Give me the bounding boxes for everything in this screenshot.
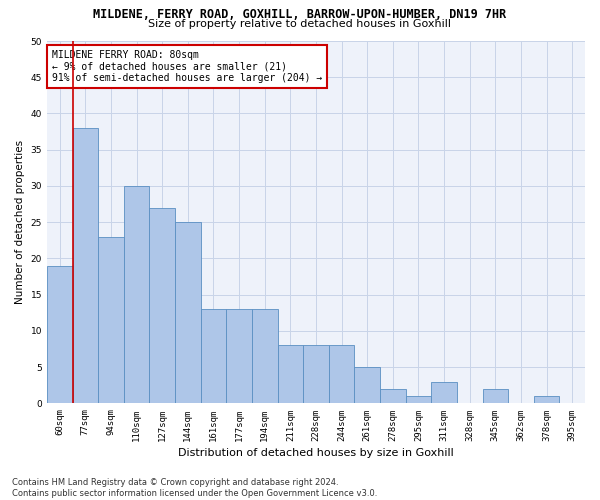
Text: MILDENE, FERRY ROAD, GOXHILL, BARROW-UPON-HUMBER, DN19 7HR: MILDENE, FERRY ROAD, GOXHILL, BARROW-UPO… — [94, 8, 506, 20]
Text: Size of property relative to detached houses in Goxhill: Size of property relative to detached ho… — [149, 19, 452, 29]
Bar — [47, 266, 73, 404]
Bar — [200, 309, 226, 404]
Bar — [380, 389, 406, 404]
Text: Contains HM Land Registry data © Crown copyright and database right 2024.
Contai: Contains HM Land Registry data © Crown c… — [12, 478, 377, 498]
Text: MILDENE FERRY ROAD: 80sqm
← 9% of detached houses are smaller (21)
91% of semi-d: MILDENE FERRY ROAD: 80sqm ← 9% of detach… — [52, 50, 323, 84]
Bar — [252, 309, 278, 404]
Bar — [431, 382, 457, 404]
Bar — [73, 128, 98, 404]
Bar — [534, 396, 559, 404]
Bar — [98, 236, 124, 404]
Bar — [482, 389, 508, 404]
Bar — [278, 346, 303, 404]
Bar — [149, 208, 175, 404]
Bar — [226, 309, 252, 404]
Bar — [175, 222, 200, 404]
Bar — [355, 367, 380, 404]
Bar — [329, 346, 355, 404]
X-axis label: Distribution of detached houses by size in Goxhill: Distribution of detached houses by size … — [178, 448, 454, 458]
Bar — [303, 346, 329, 404]
Bar — [406, 396, 431, 404]
Y-axis label: Number of detached properties: Number of detached properties — [15, 140, 25, 304]
Bar — [124, 186, 149, 404]
